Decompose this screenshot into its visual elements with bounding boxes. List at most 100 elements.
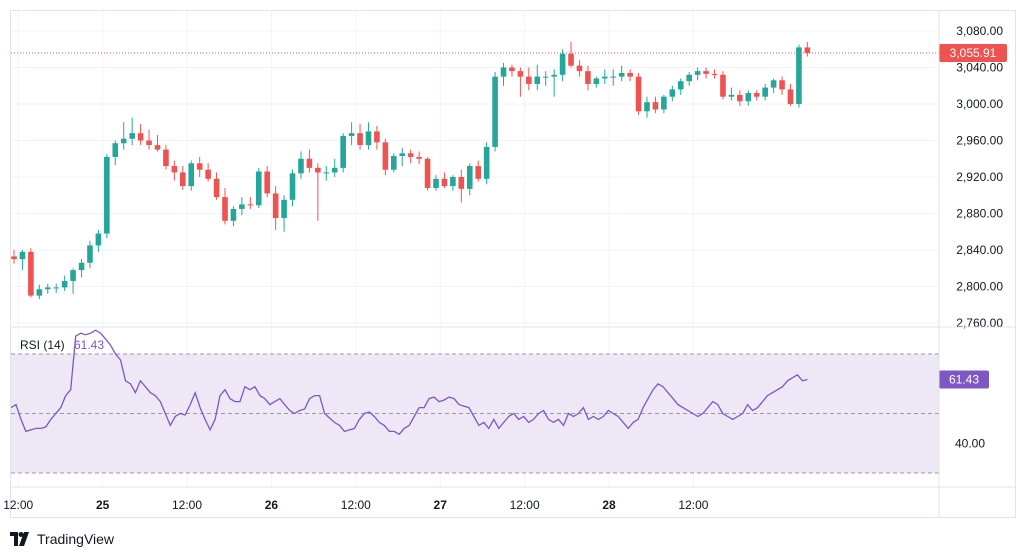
candle — [796, 44, 802, 108]
candle-body — [441, 178, 448, 187]
price-tick-label: 2,840.00 — [956, 243, 1003, 257]
candle — [11, 250, 17, 264]
candle-body — [19, 251, 26, 260]
rsi-line — [11, 329, 808, 436]
candle-body — [340, 135, 346, 168]
candle-body — [737, 94, 743, 102]
candle-body — [551, 74, 557, 77]
candle — [804, 41, 811, 57]
last-price-tag[interactable]: 3,055.91 — [939, 43, 1007, 62]
candle-body — [137, 133, 144, 141]
price-tick-label: 2,920.00 — [956, 170, 1003, 184]
candle — [568, 41, 574, 68]
candle-body — [11, 256, 17, 260]
candle-body — [424, 158, 431, 188]
candle — [669, 85, 676, 102]
candle-body — [87, 245, 93, 263]
candle-body — [120, 138, 127, 144]
candle — [137, 124, 144, 146]
time-tick-label: 12:00 — [678, 498, 708, 512]
candle-body — [686, 74, 692, 82]
candle — [272, 186, 279, 230]
candle — [28, 248, 34, 298]
candle-body — [517, 71, 524, 77]
rsi-series — [11, 329, 808, 436]
candle — [483, 142, 490, 185]
time-tick-label: 27 — [434, 498, 448, 512]
time-tick-label: 12:00 — [510, 498, 540, 512]
candle — [348, 122, 355, 146]
candle-body — [534, 76, 541, 84]
candle — [492, 72, 498, 152]
candle-body — [61, 281, 68, 288]
candle — [129, 117, 135, 146]
candle — [593, 76, 600, 88]
candle-body — [677, 81, 684, 90]
candle-body — [70, 270, 76, 282]
candle-body — [542, 76, 549, 78]
candle-body — [391, 156, 397, 170]
time-tick-label: 26 — [265, 498, 279, 512]
candle — [289, 169, 296, 207]
rsi-band-background — [11, 353, 939, 474]
candle — [255, 167, 262, 209]
candle-body — [399, 153, 406, 157]
candle-body — [450, 177, 456, 187]
candle-body — [323, 172, 330, 174]
candle-body — [585, 71, 591, 84]
candle — [450, 175, 456, 191]
price-tick-label: 3,000.00 — [956, 97, 1003, 111]
candle-body — [602, 76, 608, 79]
candle-body — [357, 133, 363, 146]
candle-body — [104, 156, 110, 234]
candle — [542, 71, 549, 86]
candle-body — [779, 80, 785, 90]
candle-body — [112, 143, 119, 157]
time-tick-label: 25 — [96, 498, 110, 512]
candle — [661, 94, 667, 114]
candle — [44, 283, 51, 294]
candle — [711, 69, 718, 79]
candle — [95, 229, 102, 252]
candlestick-series — [11, 41, 811, 300]
candle-body — [576, 65, 583, 72]
candle-body — [146, 140, 152, 146]
rsi-value-tag-label: 61.43 — [949, 372, 979, 386]
candle-body — [483, 146, 490, 179]
candle — [112, 140, 119, 166]
candle — [78, 259, 85, 278]
candle — [340, 133, 346, 173]
candle-body — [745, 93, 752, 102]
candle — [466, 163, 473, 196]
candle-body — [78, 262, 85, 271]
candle — [602, 69, 608, 84]
candle-body — [53, 287, 59, 289]
candle — [213, 172, 220, 200]
brand-logo[interactable]: TradingView — [10, 529, 114, 549]
candle — [686, 72, 692, 86]
candle — [433, 175, 439, 191]
candle-body — [509, 67, 515, 72]
candle-body — [264, 171, 270, 194]
candle — [154, 135, 161, 152]
candle — [163, 145, 169, 170]
candle — [475, 160, 481, 182]
rsi-value-tag[interactable]: 61.43 — [939, 370, 989, 389]
candle-body — [796, 47, 802, 104]
rsi-legend[interactable]: RSI (14) 61.43 — [20, 338, 104, 352]
candle-body — [374, 131, 380, 143]
candle — [576, 60, 583, 77]
candle-body — [720, 74, 726, 97]
candle-body — [272, 193, 279, 219]
candle-body — [95, 233, 102, 246]
candle — [104, 154, 110, 239]
candle-body — [753, 93, 760, 97]
candle — [534, 64, 541, 91]
candle-body — [475, 166, 481, 179]
candle — [753, 90, 760, 101]
candle-body — [28, 251, 34, 296]
candle-body — [694, 71, 701, 75]
candle — [188, 160, 195, 191]
candle — [517, 67, 524, 97]
